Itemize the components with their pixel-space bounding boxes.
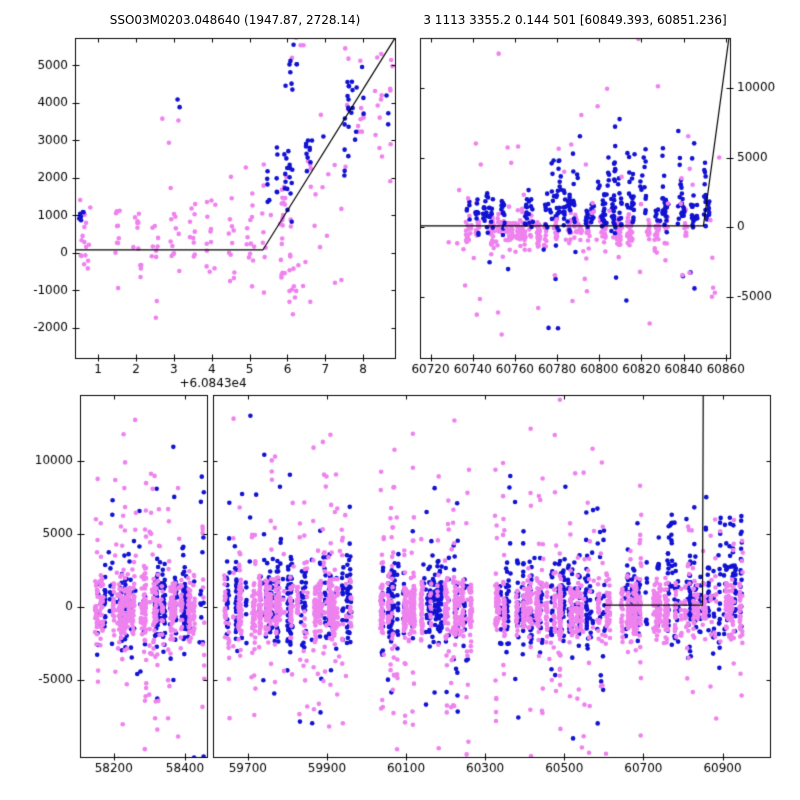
right-subplot-title: 3 1113 3355.2 0.144 501 [60849.393, 6085… [423,13,727,27]
left-subplot-title: SSO03M0203.048640 (1947.87, 2728.14) [109,13,361,27]
